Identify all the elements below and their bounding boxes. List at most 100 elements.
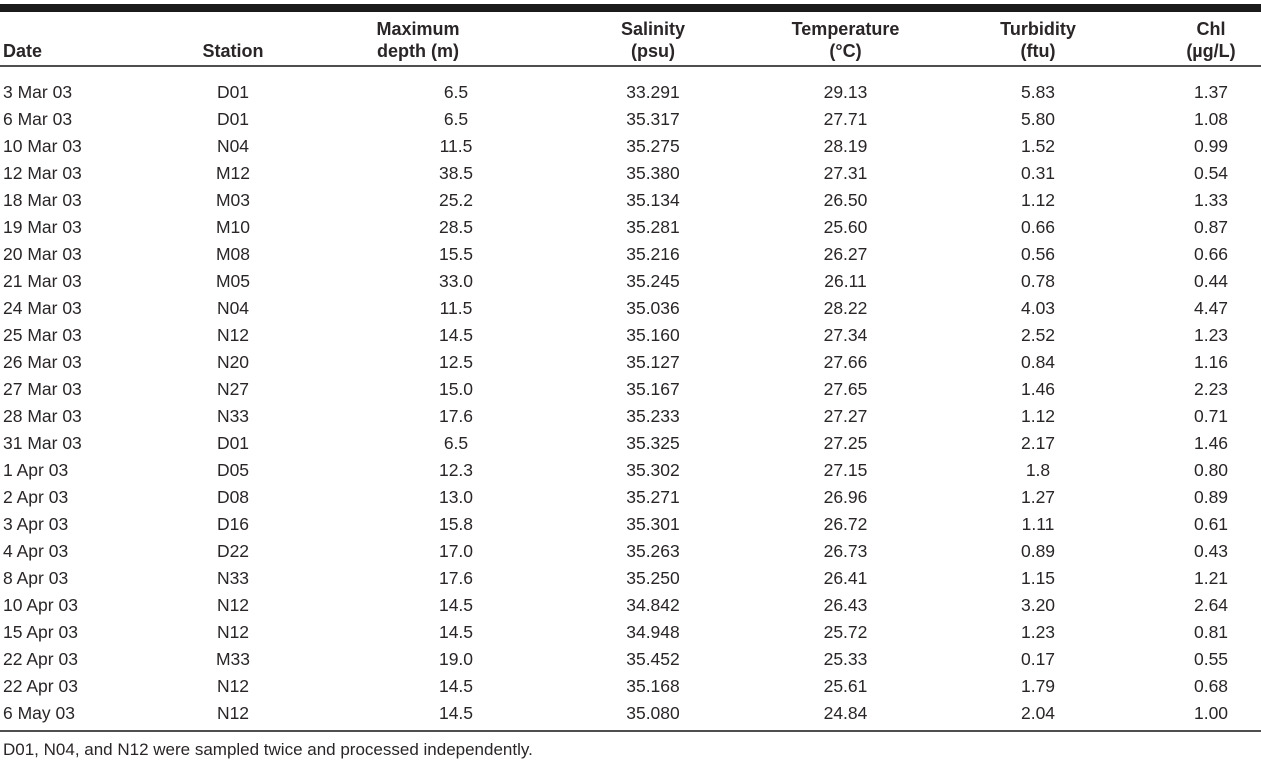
table-row: 18 Mar 03 M03 25.2 35.134 26.50 1.12 1.33 (0, 187, 1261, 214)
cell-depth: 15.5 (438, 244, 474, 265)
cell-turbidity: 1.79 (1020, 676, 1056, 697)
cell-salinity: 35.167 (626, 379, 680, 400)
cell-turbidity: 1.15 (1020, 568, 1056, 589)
cell-date: 28 Mar 03 (3, 406, 82, 427)
cell-salinity: 35.301 (626, 514, 680, 535)
cell-chl: 2.23 (1193, 379, 1229, 400)
column-header-station: Station (163, 12, 303, 68)
cell-date: 10 Mar 03 (3, 136, 82, 157)
cell-chl: 4.47 (1193, 298, 1229, 319)
cell-salinity: 35.281 (626, 217, 680, 238)
cell-station: N33 (216, 568, 250, 589)
cell-chl: 0.61 (1193, 514, 1229, 535)
column-header-line: (psu) (631, 40, 675, 61)
cell-turbidity: 1.23 (1020, 622, 1056, 643)
table-row: 27 Mar 03 N27 15.0 35.167 27.65 1.46 2.23 (0, 376, 1261, 403)
cell-temperature: 24.84 (823, 703, 868, 724)
cell-temperature: 26.41 (823, 568, 868, 589)
cell-chl: 1.23 (1193, 325, 1229, 346)
column-header-line: (°C) (829, 40, 862, 61)
cell-salinity: 35.134 (626, 190, 680, 211)
cell-temperature: 25.33 (823, 649, 868, 670)
table-row: 25 Mar 03 N12 14.5 35.160 27.34 2.52 1.23 (0, 322, 1261, 349)
cell-station: N20 (216, 352, 250, 373)
cell-depth: 14.5 (438, 622, 474, 643)
cell-date: 22 Apr 03 (3, 676, 78, 697)
table-row: 28 Mar 03 N33 17.6 35.233 27.27 1.12 0.71 (0, 403, 1261, 430)
cell-turbidity: 3.20 (1020, 595, 1056, 616)
cell-depth: 11.5 (439, 298, 473, 319)
column-header-depth: Maximum depth (m) (303, 12, 533, 68)
cell-date: 22 Apr 03 (3, 649, 78, 670)
column-header-line: Chl (1196, 19, 1226, 39)
cell-chl: 1.33 (1193, 190, 1229, 211)
cell-temperature: 26.27 (823, 244, 868, 265)
cell-temperature: 27.15 (823, 460, 868, 481)
cell-date: 3 Mar 03 (3, 82, 73, 103)
column-header-chl: Chl (µg/L) (1158, 12, 1261, 68)
cell-turbidity: 1.12 (1020, 406, 1056, 427)
cell-turbidity: 0.89 (1020, 541, 1056, 562)
cell-date: 8 Apr 03 (3, 568, 69, 589)
cell-depth: 33.0 (438, 271, 474, 292)
cell-turbidity: 0.56 (1020, 244, 1056, 265)
column-header-line: Maximum (376, 19, 460, 39)
cell-date: 4 Apr 03 (3, 541, 69, 562)
cell-temperature: 27.25 (823, 433, 868, 454)
cell-temperature: 27.65 (823, 379, 868, 400)
cell-temperature: 28.19 (823, 136, 868, 157)
cell-salinity: 35.271 (626, 487, 680, 508)
cell-station: M08 (215, 244, 251, 265)
cell-station: N12 (216, 595, 250, 616)
cell-turbidity: 2.17 (1020, 433, 1056, 454)
cell-depth: 6.5 (443, 82, 469, 103)
cell-station: M33 (215, 649, 251, 670)
table-footnote: D01, N04, and N12 were sampled twice and… (3, 740, 533, 760)
cell-chl: 1.37 (1193, 82, 1229, 103)
cell-depth: 14.5 (438, 325, 474, 346)
cell-turbidity: 1.11 (1021, 514, 1055, 535)
cell-date: 3 Apr 03 (3, 514, 69, 535)
cell-date: 15 Apr 03 (3, 622, 78, 643)
cell-temperature: 25.60 (823, 217, 868, 238)
cell-station: N04 (216, 298, 250, 319)
cell-depth: 6.5 (443, 109, 469, 130)
table-row: 22 Apr 03 N12 14.5 35.168 25.61 1.79 0.68 (0, 673, 1261, 700)
cell-temperature: 27.27 (823, 406, 868, 427)
cell-chl: 1.00 (1193, 703, 1229, 724)
table-header: Date Station Maximum depth (m) Salinity (psu)… (0, 12, 1261, 68)
cell-salinity: 35.380 (626, 163, 680, 184)
cell-station: D01 (216, 82, 250, 103)
cell-depth: 28.5 (438, 217, 474, 238)
cell-date: 25 Mar 03 (3, 325, 82, 346)
cell-salinity: 35.250 (626, 568, 680, 589)
cell-date: 18 Mar 03 (3, 190, 82, 211)
cell-salinity: 34.842 (626, 595, 680, 616)
cell-salinity: 35.452 (626, 649, 680, 670)
cell-turbidity: 1.52 (1020, 136, 1056, 157)
cell-depth: 6.5 (443, 433, 469, 454)
cell-station: N12 (216, 622, 250, 643)
cell-chl: 1.21 (1193, 568, 1229, 589)
cell-salinity: 35.245 (626, 271, 680, 292)
cell-station: M12 (215, 163, 251, 184)
column-header-salinity: Salinity (psu) (533, 12, 773, 68)
cell-temperature: 25.72 (823, 622, 868, 643)
cell-date: 6 May 03 (3, 703, 75, 724)
cell-date: 20 Mar 03 (3, 244, 82, 265)
cell-salinity: 33.291 (626, 82, 680, 103)
cell-temperature: 29.13 (823, 82, 868, 103)
cell-turbidity: 2.52 (1020, 325, 1056, 346)
cell-temperature: 27.71 (823, 109, 868, 130)
cell-salinity: 35.127 (626, 352, 680, 373)
table-row: 1 Apr 03 D05 12.3 35.302 27.15 1.8 0.80 (0, 457, 1261, 484)
cell-salinity: 35.263 (626, 541, 680, 562)
table-row: 31 Mar 03 D01 6.5 35.325 27.25 2.17 1.46 (0, 430, 1261, 457)
sampling-data-table: Date Station Maximum depth (m) Salinity (psu)… (0, 12, 1261, 727)
cell-turbidity: 1.8 (1025, 460, 1051, 481)
table-body: 3 Mar 03 D01 6.5 33.291 29.13 5.83 1.37 6 Mar 0… (0, 66, 1261, 727)
cell-turbidity: 1.27 (1020, 487, 1056, 508)
cell-station: N27 (216, 379, 250, 400)
cell-temperature: 26.96 (823, 487, 868, 508)
cell-chl: 0.54 (1193, 163, 1229, 184)
